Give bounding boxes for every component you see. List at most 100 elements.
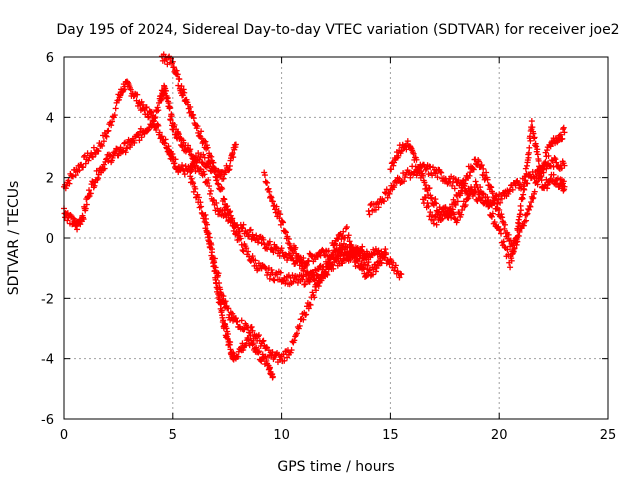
- data-point: [198, 128, 205, 135]
- data-point: [345, 232, 352, 239]
- data-point: [524, 210, 531, 217]
- data-point: [121, 140, 128, 147]
- data-point: [268, 246, 275, 253]
- data-point: [425, 203, 432, 210]
- data-point: [238, 241, 245, 248]
- data-point: [305, 305, 312, 312]
- data-point: [480, 191, 487, 198]
- data-point: [250, 340, 257, 347]
- data-point: [293, 250, 300, 257]
- data-point: [187, 146, 194, 153]
- data-point: [283, 277, 290, 284]
- data-point: [204, 180, 211, 187]
- data-point: [165, 143, 172, 150]
- data-point: [324, 271, 331, 278]
- data-point: [259, 338, 266, 345]
- data-point: [380, 253, 387, 260]
- data-point: [497, 226, 504, 233]
- data-point: [200, 168, 207, 175]
- x-tick-label: 5: [169, 428, 177, 443]
- data-point: [229, 215, 236, 222]
- x-tick-label: 10: [273, 428, 290, 443]
- data-point: [330, 252, 337, 259]
- data-point: [255, 239, 262, 246]
- data-point: [65, 177, 72, 184]
- data-point: [307, 301, 314, 308]
- data-point: [433, 221, 440, 228]
- data-point: [559, 135, 566, 142]
- data-point: [239, 224, 246, 231]
- data-point: [407, 174, 414, 181]
- data-point: [332, 240, 339, 247]
- data-point: [459, 188, 466, 195]
- data-point: [238, 317, 245, 324]
- data-point: [227, 339, 234, 346]
- data-point: [511, 244, 518, 251]
- data-point: [227, 208, 234, 215]
- data-point: [434, 174, 441, 181]
- data-point: [513, 234, 520, 241]
- data-point: [331, 241, 338, 248]
- data-point: [351, 253, 358, 260]
- data-point: [450, 211, 457, 218]
- data-point: [178, 83, 185, 90]
- data-point: [421, 194, 428, 201]
- data-point: [280, 219, 287, 226]
- data-point: [398, 271, 405, 278]
- series-track-6: [261, 169, 390, 288]
- data-point: [248, 323, 255, 330]
- data-point: [190, 111, 197, 118]
- data-point: [462, 180, 469, 187]
- data-point: [528, 118, 535, 125]
- data-point: [230, 219, 237, 226]
- data-point: [438, 169, 445, 176]
- data-point: [534, 181, 541, 188]
- data-point: [187, 103, 194, 110]
- series-track-7: [365, 154, 568, 218]
- data-point: [502, 221, 509, 228]
- data-point: [340, 228, 347, 235]
- data-point: [392, 262, 399, 269]
- data-point: [138, 134, 145, 141]
- data-point: [215, 181, 222, 188]
- data-point: [103, 133, 110, 140]
- data-point: [311, 276, 318, 283]
- data-point: [155, 107, 162, 114]
- data-point: [204, 221, 211, 228]
- data-point: [162, 136, 169, 143]
- data-point: [161, 140, 168, 147]
- data-point: [514, 227, 521, 234]
- data-point: [226, 209, 233, 216]
- data-point: [245, 336, 252, 343]
- y-tick-label: -4: [41, 353, 54, 368]
- data-point: [333, 235, 340, 242]
- data-point: [255, 332, 262, 339]
- data-point: [269, 349, 276, 356]
- data-point: [372, 268, 379, 275]
- data-point: [508, 257, 515, 264]
- data-point: [134, 91, 141, 98]
- data-point: [489, 190, 496, 197]
- data-point: [127, 86, 134, 93]
- data-point: [148, 108, 155, 115]
- data-point: [275, 208, 282, 215]
- data-point: [162, 87, 169, 94]
- data-point: [100, 138, 107, 145]
- data-point: [560, 124, 567, 131]
- data-point: [531, 134, 538, 141]
- data-point: [90, 154, 97, 161]
- x-axis-label: GPS time / hours: [277, 459, 394, 475]
- data-point: [382, 246, 389, 253]
- data-point: [299, 276, 306, 283]
- y-tick-label: -6: [41, 413, 54, 428]
- data-point: [235, 353, 242, 360]
- data-point: [535, 157, 542, 164]
- data-point: [138, 98, 145, 105]
- data-point: [282, 228, 289, 235]
- data-point: [210, 159, 217, 166]
- data-point: [286, 240, 293, 247]
- data-point: [95, 175, 102, 182]
- data-point: [172, 156, 179, 163]
- data-point: [82, 160, 89, 167]
- data-point: [82, 205, 89, 212]
